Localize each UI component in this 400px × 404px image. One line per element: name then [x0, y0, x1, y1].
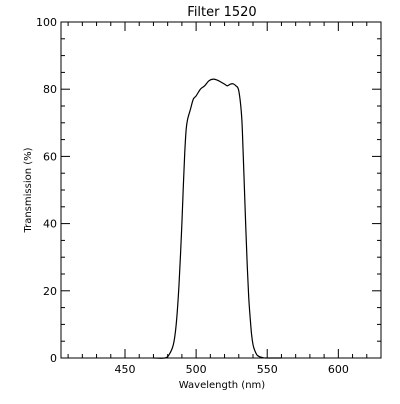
y-tick-label: 40: [43, 218, 57, 231]
y-tick-label: 100: [36, 16, 57, 29]
y-axis-ticks: 0 20 40 60 80 100: [36, 16, 381, 365]
x-tick-label: 600: [328, 363, 349, 376]
y-axis-title: Transmission (%): [23, 147, 34, 233]
x-axis-ticks: 450 500 550 600: [67, 22, 382, 376]
transmission-line: [153, 78, 282, 359]
x-tick-label: 550: [257, 363, 278, 376]
x-tick-label: 450: [115, 363, 136, 376]
x-axis-title: Wavelength (nm): [179, 380, 265, 391]
y-tick-label: 0: [50, 352, 57, 365]
plot-frame: [60, 21, 382, 359]
y-tick-label: 60: [43, 150, 57, 163]
y-tick-label: 20: [43, 285, 57, 298]
x-tick-label: 500: [186, 363, 207, 376]
chart-title: Filter 1520: [187, 5, 256, 20]
series-layer: [153, 78, 282, 359]
y-tick-label: 80: [43, 83, 57, 96]
